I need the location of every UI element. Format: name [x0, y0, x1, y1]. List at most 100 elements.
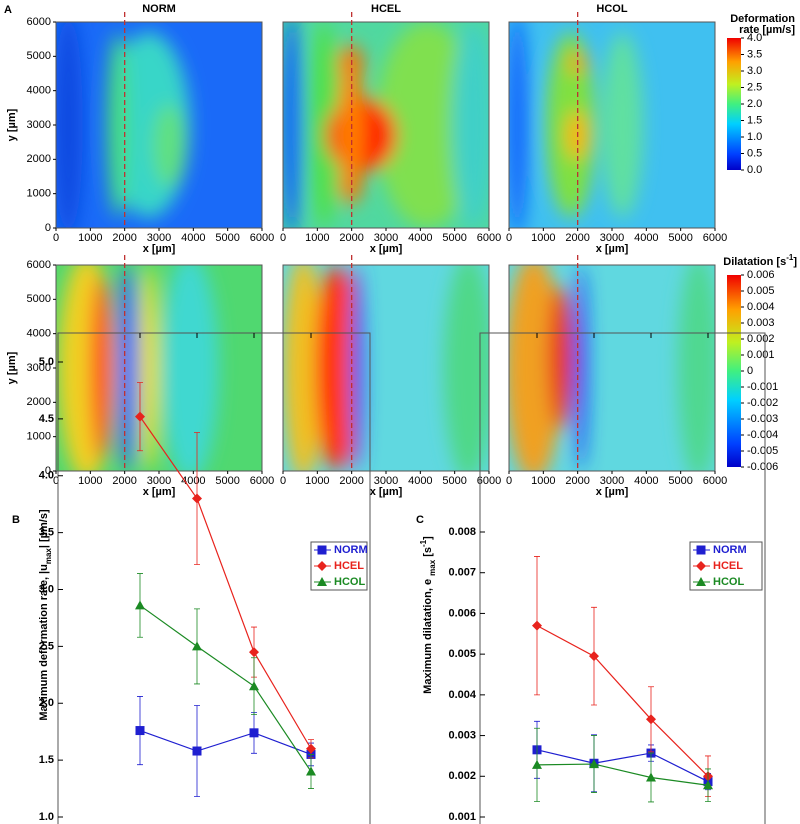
heatmap-blob [338, 42, 364, 208]
colorbar-tick-label: 0.0 [747, 164, 762, 176]
heatmap-blob [509, 22, 528, 228]
x-tick-label: 6000 [477, 475, 501, 487]
colorbar-tick-label: -0.005 [747, 445, 778, 457]
colorbar-tick-label: -0.001 [747, 381, 778, 393]
y-tick-label: 0.003 [448, 729, 476, 741]
marker [249, 681, 259, 691]
x-tick-label: 2000 [112, 475, 136, 487]
series-line [139, 729, 312, 755]
y-tick-label: 5000 [27, 50, 51, 62]
y-tick-label: 1.5 [39, 754, 54, 766]
colorbar-tick-label: 0.005 [747, 285, 775, 297]
x-tick-label: 5000 [668, 232, 692, 244]
label-part: ] [793, 256, 797, 268]
x-axis-label: x [µm] [596, 243, 629, 255]
y-tick-label: 2000 [27, 396, 51, 408]
colorbar-tick-label: 0 [747, 365, 753, 377]
x-tick-label: 2000 [565, 232, 589, 244]
legend-label: NORM [334, 544, 368, 556]
heatmap-blob [56, 22, 83, 228]
x-axis-label: x [µm] [143, 486, 176, 498]
y-tick-label: 4.5 [39, 413, 54, 425]
y-tick-label: 0.006 [448, 607, 476, 619]
colorbar-tick-label: -0.006 [747, 461, 778, 473]
marker [317, 577, 327, 586]
marker [306, 743, 316, 754]
axis-label: Maximum dilatation, e max [s-1] [419, 536, 437, 694]
series-line [536, 763, 709, 786]
x-tick-label: 4000 [634, 232, 658, 244]
heatmap [56, 22, 262, 228]
x-tick-label: 6000 [250, 232, 274, 244]
x-tick-label: 0 [506, 475, 512, 487]
x-tick-label: 0 [53, 232, 59, 244]
x-tick-label: 4000 [634, 475, 658, 487]
marker [696, 577, 706, 586]
legend-label: HCEL [334, 560, 364, 572]
y-tick-label: 6000 [27, 16, 51, 28]
legend-label: NORM [713, 544, 747, 556]
y-tick-label: 4000 [27, 328, 51, 340]
heatmap-blob [350, 265, 364, 471]
y-tick-label: 2.0 [39, 697, 54, 709]
marker [703, 780, 713, 790]
x-tick-label: 0 [53, 475, 59, 487]
heatmap [509, 22, 715, 228]
x-tick-label: 6000 [703, 232, 727, 244]
x-tick-label: 2000 [565, 475, 589, 487]
x-tick-label: 3000 [374, 475, 398, 487]
heatmap-blob [451, 22, 489, 228]
axis-label: Dilatation [s-1] [723, 253, 797, 268]
marker [135, 411, 145, 422]
legend-label: HCEL [713, 560, 743, 572]
marker [306, 766, 316, 776]
colorbar-tick-label: 0.5 [747, 147, 762, 159]
panel-title: NORM [142, 3, 176, 15]
heatmap-blob [509, 265, 563, 471]
marker [317, 545, 327, 555]
colorbar-tick-label: 0.001 [747, 349, 775, 361]
y-axis-label: y [µm] [6, 108, 18, 141]
label-part: [s [422, 547, 434, 560]
y-tick-label: 0.005 [448, 648, 476, 660]
colorbar-tick-label: 2.0 [747, 98, 762, 110]
y-tick-label: 3000 [27, 119, 51, 131]
axis-label: Maximum deformation rate, |umax| [µm/s] [38, 509, 53, 721]
y-tick-label: 0 [45, 465, 51, 477]
series-line [536, 625, 709, 777]
x-tick-label: 2000 [339, 232, 363, 244]
colorbar-tick-label: 0.004 [747, 301, 775, 313]
x-tick-label: 3000 [374, 232, 398, 244]
x-tick-label: 1000 [305, 232, 329, 244]
y-tick-label: 0.008 [448, 526, 476, 538]
x-tick-label: 6000 [703, 475, 727, 487]
colorbar [727, 38, 741, 170]
marker [696, 545, 706, 555]
x-axis-label: x [µm] [596, 486, 629, 498]
panel-label: C [416, 514, 424, 526]
marker [532, 759, 542, 769]
heatmap-blob [161, 265, 219, 471]
x-tick-label: 1000 [305, 475, 329, 487]
panel-label: A [4, 4, 12, 16]
marker [532, 620, 542, 631]
series-line [139, 604, 312, 772]
y-tick-label: 0 [45, 222, 51, 234]
heatmap-blob [152, 104, 186, 187]
label-part: max [44, 548, 53, 565]
y-tick-label: 0.004 [448, 689, 476, 701]
heatmap-field [58, 265, 219, 471]
marker [589, 651, 599, 662]
heatmap-field [509, 22, 643, 228]
y-tick-label: 0.002 [448, 770, 476, 782]
y-tick-label: 1.0 [39, 811, 54, 823]
heatmap-blob [601, 32, 643, 218]
heatmap-blob [138, 265, 159, 471]
marker [192, 641, 202, 651]
y-tick-label: 4000 [27, 85, 51, 97]
y-tick-label: 2000 [27, 153, 51, 165]
x-tick-label: 5000 [215, 475, 239, 487]
heatmap-blob [283, 22, 302, 228]
legend-label: HCOL [334, 576, 365, 588]
y-tick-label: 6000 [27, 259, 51, 271]
